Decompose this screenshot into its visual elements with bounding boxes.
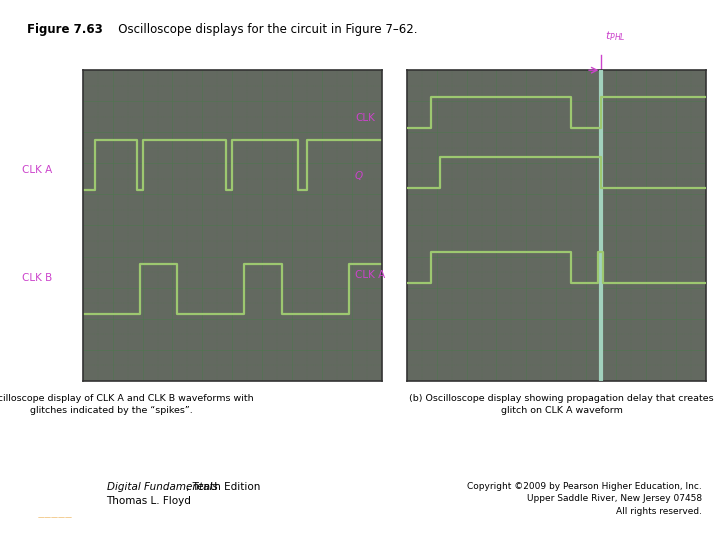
Text: CLK B: CLK B	[22, 273, 52, 284]
Text: Copyright ©2009 by Pearson Higher Education, Inc.: Copyright ©2009 by Pearson Higher Educat…	[467, 482, 702, 491]
Text: CLK A: CLK A	[22, 165, 52, 174]
Text: All rights reserved.: All rights reserved.	[616, 507, 702, 516]
Text: , Tenth Edition: , Tenth Edition	[186, 482, 260, 492]
Text: CLK: CLK	[355, 113, 375, 123]
Text: (a) Oscilloscope display of CLK A and CLK B waveforms with: (a) Oscilloscope display of CLK A and CL…	[0, 394, 254, 403]
Text: glitch on CLK A waveform: glitch on CLK A waveform	[500, 406, 623, 415]
Text: —————: —————	[38, 515, 73, 521]
Text: CLK A: CLK A	[355, 270, 385, 280]
Text: PEARSON: PEARSON	[31, 497, 80, 507]
Text: Q: Q	[355, 171, 363, 181]
Text: $t_{PHL}$: $t_{PHL}$	[605, 29, 626, 43]
Text: Thomas L. Floyd: Thomas L. Floyd	[107, 496, 192, 506]
Text: Figure 7.63: Figure 7.63	[27, 23, 103, 36]
Text: Upper Saddle River, New Jersey 07458: Upper Saddle River, New Jersey 07458	[527, 494, 702, 503]
Text: Digital Fundamentals: Digital Fundamentals	[107, 482, 217, 492]
Text: Oscilloscope displays for the circuit in Figure 7–62.: Oscilloscope displays for the circuit in…	[107, 23, 417, 36]
Text: (b) Oscilloscope display showing propagation delay that creates: (b) Oscilloscope display showing propaga…	[409, 394, 714, 403]
Text: glitches indicated by the “spikes”.: glitches indicated by the “spikes”.	[30, 406, 193, 415]
